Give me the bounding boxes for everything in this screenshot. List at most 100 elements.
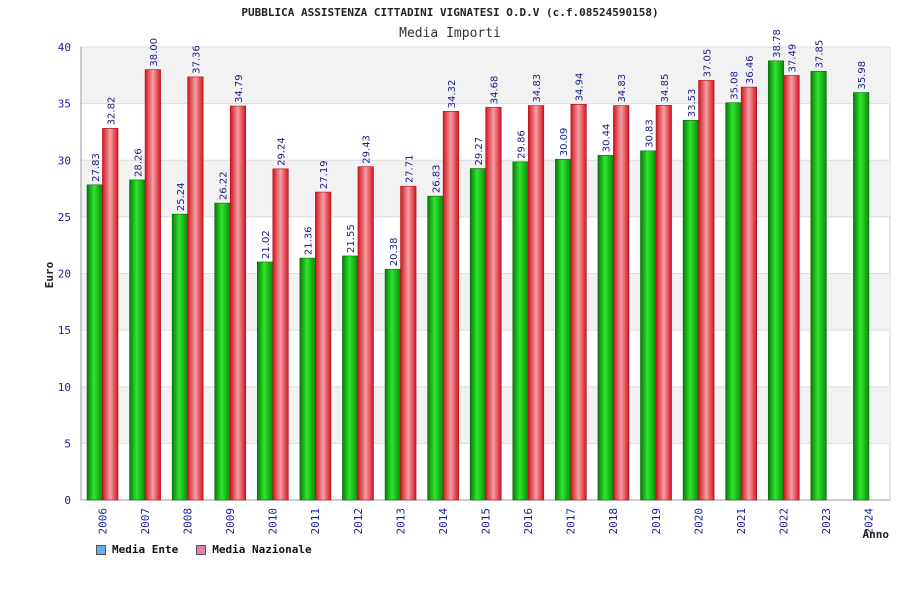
bar-media-nazionale — [740, 86, 757, 501]
x-tick-label: 2008 — [181, 508, 194, 535]
data-label-media-nazionale: 37.36 — [191, 45, 202, 74]
data-label-media-ente: 21.55 — [346, 224, 357, 253]
data-label-media-ente: 29.27 — [474, 137, 485, 166]
data-label-media-ente: 21.36 — [304, 226, 315, 255]
bar-media-ente — [342, 255, 359, 501]
y-tick-label: 35 — [58, 98, 71, 111]
data-label-media-nazionale: 34.32 — [447, 80, 458, 109]
legend: Media Ente Media Nazionale — [96, 543, 312, 556]
bar-media-nazionale — [783, 75, 800, 501]
x-tick-label: 2015 — [480, 508, 493, 535]
y-tick-label: 10 — [58, 381, 71, 394]
y-tick-label: 0 — [64, 494, 71, 507]
y-tick-label: 40 — [58, 41, 71, 54]
data-label-media-nazionale: 38.00 — [149, 38, 160, 67]
bar-media-ente — [682, 119, 699, 501]
bar-media-ente — [427, 195, 444, 501]
bar-media-ente — [214, 202, 231, 501]
x-tick-label: 2019 — [650, 508, 663, 535]
bar-media-nazionale — [144, 69, 161, 501]
chart-title: PUBBLICA ASSISTENZA CITTADINI VIGNATESI … — [241, 6, 659, 19]
data-label-media-nazionale: 34.79 — [234, 74, 245, 103]
data-label-media-nazionale: 34.85 — [660, 74, 671, 103]
x-tick-label: 2012 — [352, 508, 365, 535]
bar-media-nazionale — [187, 76, 204, 501]
bar-media-ente — [384, 268, 401, 501]
data-label-media-nazionale: 34.94 — [575, 73, 586, 102]
data-label-media-ente: 26.83 — [431, 165, 442, 194]
data-label-media-ente: 35.98 — [857, 61, 868, 90]
bar-media-ente — [810, 71, 827, 501]
x-tick-label: 2017 — [565, 508, 578, 535]
x-tick-label: 2020 — [692, 508, 705, 535]
data-label-media-nazionale: 34.68 — [489, 76, 500, 105]
x-tick-label: 2024 — [863, 508, 876, 535]
x-tick-label: 2013 — [394, 508, 407, 535]
x-tick-label: 2018 — [607, 508, 620, 535]
data-label-media-nazionale: 32.82 — [106, 97, 117, 126]
data-label-media-nazionale: 27.19 — [319, 160, 330, 189]
bar-media-nazionale — [102, 128, 119, 501]
data-label-media-ente: 26.22 — [218, 171, 229, 200]
bar-media-nazionale — [272, 168, 289, 501]
data-label-media-nazionale: 37.49 — [788, 44, 799, 73]
legend-swatch-nazionale — [196, 544, 207, 555]
legend-swatch-ente — [96, 544, 106, 555]
data-label-media-ente: 29.86 — [517, 130, 528, 159]
legend-item-ente: Media Ente — [96, 543, 178, 556]
x-tick-label: 2007 — [139, 508, 152, 535]
data-label-media-ente: 38.78 — [772, 29, 783, 58]
bar-media-nazionale — [613, 105, 630, 501]
bar-media-ente — [299, 257, 316, 501]
bar-media-nazionale — [442, 111, 459, 501]
y-tick-label: 30 — [58, 154, 71, 167]
bar-media-ente — [853, 92, 870, 501]
x-tick-label: 2023 — [820, 508, 833, 535]
data-label-media-ente: 25.24 — [176, 183, 187, 212]
x-tick-label: 2010 — [267, 508, 280, 535]
y-tick-label: 20 — [58, 268, 71, 281]
y-tick-label: 15 — [58, 324, 71, 337]
legend-label-ente: Media Ente — [112, 543, 179, 556]
data-label-media-nazionale: 29.43 — [362, 135, 373, 164]
data-label-media-ente: 30.44 — [602, 124, 613, 153]
bar-media-ente — [597, 154, 614, 501]
data-label-media-nazionale: 36.46 — [745, 55, 756, 84]
data-label-media-ente: 21.02 — [261, 230, 272, 259]
data-label-media-ente: 30.09 — [559, 128, 570, 157]
x-tick-label: 2011 — [309, 508, 322, 535]
chart-subtitle: Media Importi — [399, 26, 501, 41]
bar-media-nazionale — [698, 80, 715, 501]
data-label-media-ente: 35.08 — [729, 71, 740, 100]
bar-media-ente — [257, 261, 274, 501]
bar-media-ente — [171, 213, 188, 501]
y-axis-title: Euro — [43, 261, 56, 288]
bar-media-ente — [555, 158, 572, 501]
bar-media-ente — [725, 102, 742, 501]
bar-media-nazionale — [485, 106, 502, 501]
legend-item-nazionale: Media Nazionale — [196, 543, 312, 556]
y-tick-label: 25 — [58, 211, 71, 224]
x-tick-label: 2016 — [522, 508, 535, 535]
x-tick-label: 2021 — [735, 508, 748, 535]
data-label-media-nazionale: 37.05 — [702, 49, 713, 78]
bar-media-nazionale — [655, 105, 672, 501]
data-label-media-nazionale: 29.24 — [277, 137, 288, 166]
bar-media-nazionale — [570, 104, 587, 501]
bar-media-nazionale — [357, 166, 374, 501]
bar-media-ente — [512, 161, 529, 501]
bar-media-ente — [469, 168, 487, 501]
bar-media-ente — [86, 184, 103, 501]
data-label-media-ente: 28.26 — [133, 148, 144, 177]
bar-media-ente — [640, 150, 657, 501]
data-label-media-ente: 27.83 — [91, 153, 102, 182]
bar-media-nazionale — [527, 105, 545, 501]
y-tick-label: 5 — [64, 437, 71, 450]
bar-media-ente — [767, 60, 785, 501]
data-label-media-ente: 30.83 — [644, 119, 655, 148]
data-label-media-ente: 37.85 — [815, 40, 826, 69]
x-tick-label: 2014 — [437, 508, 450, 535]
x-tick-label: 2022 — [778, 508, 791, 535]
x-tick-label: 2006 — [96, 508, 109, 535]
